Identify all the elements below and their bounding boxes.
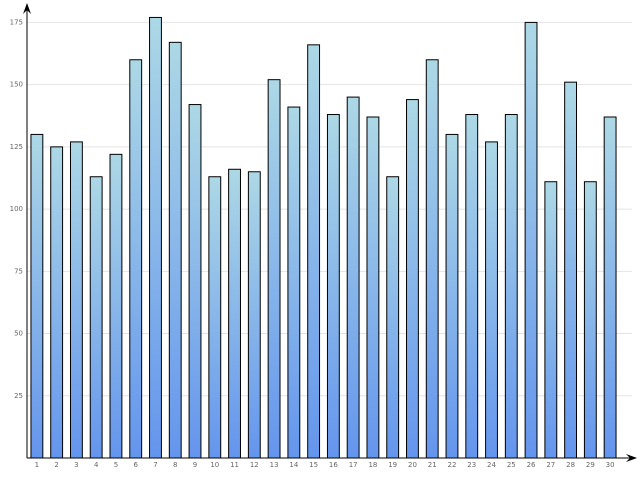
bar — [188, 104, 202, 459]
bar — [524, 21, 538, 459]
x-axis-arrow — [626, 454, 637, 462]
x-tick-label: 14 — [289, 461, 298, 469]
bar — [168, 41, 182, 459]
y-axis-arrow — [23, 3, 31, 14]
x-tick-label: 12 — [250, 461, 259, 469]
y-tick-label: 50 — [14, 330, 23, 338]
bar — [307, 44, 321, 459]
bar — [30, 133, 44, 459]
x-tick-label: 20 — [408, 461, 417, 469]
bar — [326, 114, 340, 459]
bar — [69, 141, 83, 459]
x-tick-label: 17 — [349, 461, 358, 469]
x-tick-label: 2 — [54, 461, 58, 469]
x-tick-label: 11 — [230, 461, 239, 469]
bar — [485, 141, 498, 459]
y-tick-label: 125 — [10, 143, 23, 151]
bar — [247, 171, 261, 459]
bar — [208, 176, 222, 459]
bar — [109, 153, 123, 459]
bar — [366, 116, 380, 459]
x-tick-label: 5 — [114, 461, 118, 469]
x-tick-label: 13 — [270, 461, 279, 469]
x-tick-label: 10 — [210, 461, 219, 469]
bar — [425, 59, 439, 459]
x-tick-label: 23 — [467, 461, 476, 469]
x-tick-label: 26 — [527, 461, 536, 469]
x-tick-label: 19 — [388, 461, 397, 469]
x-tick-label: 27 — [546, 461, 555, 469]
bar — [583, 181, 597, 459]
bar — [129, 59, 143, 459]
bar — [149, 16, 162, 459]
y-tick-label: 175 — [10, 18, 23, 26]
x-tick-label: 3 — [74, 461, 78, 469]
bar — [544, 181, 558, 459]
x-tick-label: 29 — [586, 461, 595, 469]
x-tick-label: 9 — [193, 461, 197, 469]
x-tick-label: 6 — [133, 461, 138, 469]
bar — [89, 176, 103, 459]
x-tick-label: 7 — [153, 461, 157, 469]
x-tick-label: 8 — [173, 461, 177, 469]
y-tick-label: 150 — [10, 81, 23, 89]
x-tick-label: 25 — [507, 461, 516, 469]
x-tick-label: 4 — [94, 461, 99, 469]
x-tick-label: 24 — [487, 461, 496, 469]
x-tick-label: 21 — [428, 461, 437, 469]
bar — [228, 168, 241, 459]
bar — [603, 116, 617, 459]
y-tick-label: 100 — [10, 205, 23, 213]
x-tick-label: 28 — [566, 461, 575, 469]
bar — [406, 99, 419, 459]
x-tick-label: 30 — [606, 461, 615, 469]
y-tick-label: 25 — [14, 392, 23, 400]
bar — [564, 81, 578, 459]
bar — [386, 176, 400, 459]
y-tick-label: 75 — [14, 267, 23, 275]
bar — [504, 114, 518, 459]
bar — [287, 106, 301, 459]
bar — [50, 146, 64, 459]
bar — [267, 79, 281, 459]
bar — [465, 114, 479, 459]
bar — [346, 96, 360, 459]
x-tick-label: 15 — [309, 461, 318, 469]
x-tick-label: 1 — [35, 461, 39, 469]
x-tick-label: 16 — [329, 461, 338, 469]
x-tick-label: 18 — [368, 461, 377, 469]
bar — [445, 133, 459, 459]
x-tick-label: 22 — [448, 461, 457, 469]
